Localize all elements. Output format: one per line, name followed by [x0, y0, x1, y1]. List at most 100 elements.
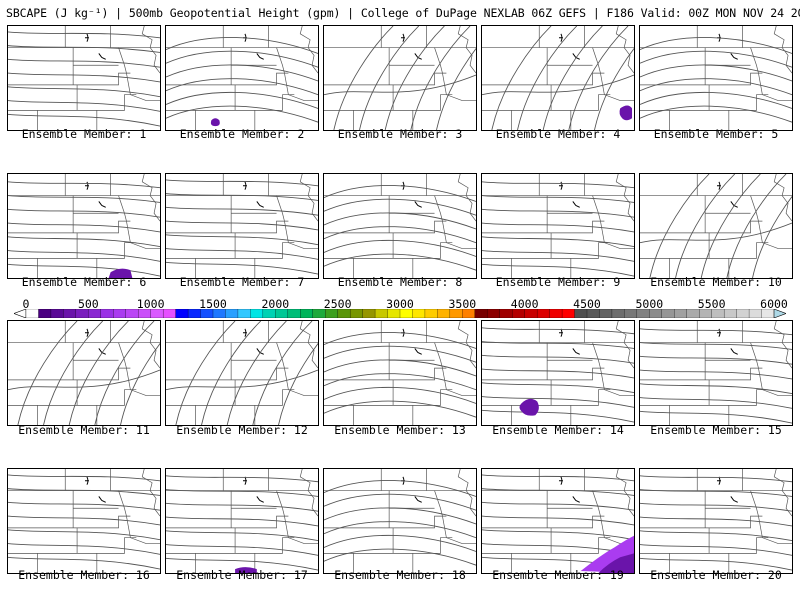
colorbar-swatch: [549, 309, 563, 318]
colorbar-swatch: [536, 309, 551, 318]
ensemble-member-label: Ensemble Member: 1: [21, 127, 147, 141]
ensemble-member-label: Ensemble Member: 6: [21, 275, 147, 289]
map-graphic: [640, 321, 792, 425]
colorbar-swatch: [100, 309, 114, 318]
colorbar-tick-label: 2500: [323, 297, 352, 311]
ensemble-member-map: [639, 320, 793, 426]
colorbar-swatch: [674, 309, 688, 318]
map-graphic: [482, 26, 634, 130]
map-graphic: [8, 174, 160, 278]
ensemble-member-label: Ensemble Member: 14: [492, 423, 624, 437]
map-graphic: [8, 469, 160, 573]
ensemble-member-label: Ensemble Member: 9: [495, 275, 621, 289]
colorbar-swatch: [474, 309, 488, 318]
ensemble-member-map: [481, 468, 635, 574]
colorbar-swatch: [175, 309, 189, 318]
colorbar-swatch: [63, 309, 77, 318]
ensemble-member-map: [323, 173, 477, 279]
ensemble-member-label: Ensemble Member: 7: [179, 275, 305, 289]
map-graphic: [8, 321, 160, 425]
map-graphic: [166, 26, 318, 130]
ensemble-member-label: Ensemble Member: 4: [495, 127, 621, 141]
ensemble-member-label: Ensemble Member: 5: [653, 127, 779, 141]
colorbar-tick-label: 3500: [448, 297, 477, 311]
colorbar-swatch: [661, 309, 675, 318]
map-graphic: [640, 174, 792, 278]
colorbar-tick-label: 4500: [573, 297, 601, 311]
map-graphic: [324, 174, 476, 278]
colorbar-swatch: [300, 309, 314, 318]
ensemble-member-map: [481, 320, 635, 426]
colorbar-swatch: [412, 309, 426, 318]
ensemble-member-label: Ensemble Member: 18: [334, 568, 466, 582]
colorbar-tick-label: 3000: [386, 297, 414, 311]
map-graphic: [324, 321, 476, 425]
colorbar-tick-label: 5000: [635, 297, 664, 311]
ensemble-member-map: [323, 468, 477, 574]
colorbar-swatch: [424, 309, 438, 318]
ensemble-member-map: [639, 173, 793, 279]
colorbar-right-arrow: [773, 309, 786, 318]
map-graphic: [482, 321, 634, 425]
ensemble-member-label: Ensemble Member: 12: [176, 423, 308, 437]
colorbar-swatch: [349, 309, 364, 318]
map-graphic: [640, 26, 792, 130]
ensemble-member-label: Ensemble Member: 2: [179, 127, 305, 141]
colorbar-tick-label: 4000: [510, 297, 539, 311]
ensemble-member-map: [165, 320, 319, 426]
ensemble-member-label: Ensemble Member: 17: [176, 568, 308, 582]
ensemble-member-label: Ensemble Member: 3: [337, 127, 463, 141]
colorbar-swatch: [113, 309, 127, 318]
ensemble-member-map: [639, 468, 793, 574]
ensemble-member-label: Ensemble Member: 11: [18, 423, 150, 437]
colorbar-tick-label: 5500: [697, 297, 726, 311]
map-title: SBCAPE (J kg⁻¹) | 500mb Geopotential Hei…: [6, 6, 800, 20]
colorbar-swatch: [162, 309, 177, 318]
ensemble-member-map: [165, 468, 319, 574]
ensemble-member-label: Ensemble Member: 19: [492, 568, 624, 582]
ensemble-member-label: Ensemble Member: 16: [18, 568, 150, 582]
ensemble-member-map: [323, 320, 477, 426]
colorbar-swatch: [287, 309, 301, 318]
colorbar-swatch: [362, 309, 376, 318]
ensemble-member-map: [165, 173, 319, 279]
colorbar-swatch: [723, 309, 738, 318]
colorbar-swatch: [736, 309, 750, 318]
colorbar-swatch: [237, 309, 251, 318]
sbcape-colorbar: [14, 309, 786, 318]
map-graphic: [324, 469, 476, 573]
ensemble-member-map: [481, 173, 635, 279]
ensemble-member-label: Ensemble Member: 20: [650, 568, 782, 582]
ensemble-member-map: [7, 320, 161, 426]
ensemble-member-label: Ensemble Member: 8: [337, 275, 463, 289]
map-graphic: [8, 26, 160, 130]
colorbar-tick-label: 1500: [199, 297, 227, 311]
ensemble-member-map: [7, 25, 161, 131]
ensemble-member-map: [7, 468, 161, 574]
ensemble-member-map: [7, 173, 161, 279]
map-graphic: [166, 174, 318, 278]
colorbar-tick-label: 0: [22, 297, 30, 311]
map-graphic: [482, 174, 634, 278]
ensemble-member-label: Ensemble Member: 15: [650, 423, 782, 437]
ensemble-member-map: [165, 25, 319, 131]
map-graphic: [166, 321, 318, 425]
map-graphic: [640, 469, 792, 573]
map-graphic: [166, 469, 318, 573]
colorbar-swatch: [38, 309, 52, 318]
colorbar-tick-label: 6000: [760, 297, 788, 311]
colorbar-swatch: [611, 309, 625, 318]
colorbar-tick-label: 500: [77, 297, 99, 311]
ensemble-member-map: [639, 25, 793, 131]
colorbar-swatch: [50, 309, 64, 318]
ensemble-member-label: Ensemble Member: 13: [334, 423, 466, 437]
ensemble-member-label: Ensemble Member: 10: [650, 275, 782, 289]
map-graphic: [482, 469, 634, 573]
map-graphic: [324, 26, 476, 130]
colorbar-tick-label: 1000: [136, 297, 165, 311]
colorbar-swatch: [599, 309, 613, 318]
colorbar-tick-label: 2000: [261, 297, 290, 311]
colorbar-swatch: [225, 309, 239, 318]
ensemble-member-map: [323, 25, 477, 131]
colorbar-swatch: [487, 309, 501, 318]
